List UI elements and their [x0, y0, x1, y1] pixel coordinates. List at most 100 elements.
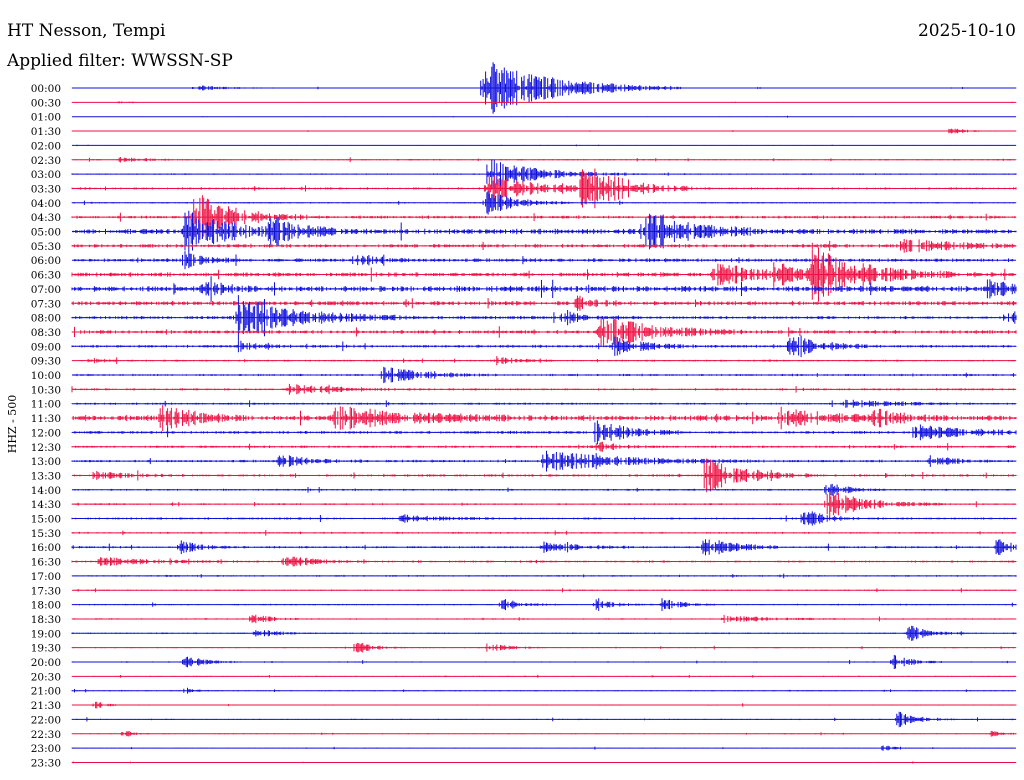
- seismic-trace-1600: [71, 539, 1017, 556]
- time-tick-label: 15:00: [31, 514, 61, 526]
- time-tick-label: 17:30: [31, 585, 61, 597]
- time-tick-label: 18:30: [31, 614, 61, 626]
- time-tick-label: 10:00: [31, 370, 61, 382]
- seismic-trace-2300: [71, 745, 1016, 751]
- filter-label: Applied filter: WWSSN-SP: [6, 51, 233, 71]
- time-tick-label: 04:30: [31, 212, 61, 224]
- channel-axis-label: HHZ - 500: [6, 395, 19, 454]
- time-tick-label: 21:30: [31, 700, 61, 712]
- seismic-trace-0930: [71, 356, 1017, 366]
- seismic-trace-1030: [71, 383, 1017, 395]
- seismic-trace-1430: [71, 490, 1017, 518]
- seismic-trace-1000: [72, 366, 1017, 384]
- time-tick-label: 08:00: [31, 313, 61, 325]
- seismic-trace-1730: [71, 588, 1017, 593]
- time-tick-label: 14:30: [31, 499, 61, 511]
- trace-group: [71, 62, 1017, 764]
- seismic-trace-0330: [71, 168, 1017, 209]
- seismic-trace-1700: [71, 573, 1017, 579]
- seismic-trace-0530: [71, 239, 1017, 253]
- time-tick-labels: 00:00 00:30 01:00 01:30 02:00 02:30 03:00 03:30…: [31, 83, 61, 769]
- seismic-trace-1830: [71, 614, 1017, 624]
- time-tick-label: 16:00: [31, 542, 61, 554]
- seismic-trace-2000: [71, 655, 1016, 669]
- seismic-trace-2100: [71, 687, 1017, 694]
- seismic-trace-1100: [71, 399, 1017, 408]
- seismic-trace-0300: [71, 159, 1017, 189]
- time-tick-label: 12:00: [31, 427, 61, 439]
- time-tick-label: 15:30: [31, 528, 61, 540]
- time-tick-label: 19:00: [31, 628, 61, 640]
- seismic-trace-0030: [71, 101, 1017, 104]
- seismic-trace-0900: [71, 335, 1017, 358]
- time-tick-label: 09:00: [31, 341, 61, 353]
- time-tick-label: 07:30: [31, 298, 61, 310]
- seismic-trace-1230: [71, 441, 1017, 452]
- station-title: HT Nesson, Tempi: [7, 21, 166, 41]
- time-tick-label: 21:00: [31, 686, 61, 698]
- time-tick-label: 13:00: [31, 456, 61, 468]
- seismic-trace-0130: [71, 128, 1017, 134]
- time-tick-label: 08:30: [31, 327, 61, 339]
- time-tick-label: 01:30: [31, 126, 61, 138]
- time-tick-label: 09:30: [31, 356, 61, 368]
- seismic-trace-1130: [71, 405, 1017, 431]
- time-tick-label: 17:00: [31, 571, 61, 583]
- time-tick-label: 02:00: [31, 140, 61, 152]
- seismic-trace-0400: [71, 191, 1017, 215]
- seismic-trace-0600: [71, 251, 1017, 270]
- time-tick-label: 06:00: [31, 255, 61, 267]
- seismic-trace-1630: [71, 556, 1017, 567]
- seismic-trace-0500: [72, 210, 1017, 253]
- seismic-trace-2130: [71, 701, 1017, 709]
- seismic-trace-2230: [71, 730, 1017, 737]
- time-tick-label: 00:30: [31, 97, 61, 109]
- seismic-trace-1500: [71, 511, 1017, 526]
- time-tick-label: 18:00: [31, 600, 61, 612]
- time-tick-label: 22:30: [31, 729, 61, 741]
- time-tick-label: 05:00: [31, 227, 61, 239]
- time-tick-label: 04:00: [31, 198, 61, 210]
- time-tick-label: 14:00: [31, 485, 61, 497]
- time-tick-label: 23:30: [31, 757, 61, 769]
- time-tick-label: 16:30: [31, 557, 61, 569]
- seismic-trace-1900: [71, 625, 1017, 641]
- seismic-trace-1400: [71, 483, 1016, 496]
- seismic-trace-2200: [71, 711, 1017, 728]
- time-tick-label: 19:30: [31, 643, 61, 655]
- time-tick-label: 23:00: [31, 743, 61, 755]
- plot-date: 2025-10-10: [918, 21, 1016, 41]
- time-tick-label: 11:30: [31, 413, 61, 425]
- time-tick-label: 03:30: [31, 183, 61, 195]
- time-tick-label: 10:30: [31, 384, 61, 396]
- seismic-trace-0230: [71, 157, 1017, 163]
- time-tick-label: 11:00: [31, 399, 61, 411]
- seismic-trace-0000: [71, 62, 1017, 114]
- seismic-trace-0700: [71, 276, 1017, 302]
- time-tick-label: 13:30: [31, 470, 61, 482]
- seismic-trace-0200: [72, 144, 1017, 147]
- time-tick-label: 00:00: [31, 83, 61, 95]
- seismic-trace-0630: [71, 247, 1017, 302]
- seismic-trace-1330: [71, 458, 1017, 493]
- time-tick-label: 07:00: [31, 284, 61, 296]
- time-tick-label: 22:00: [31, 714, 61, 726]
- seismic-trace-0430: [71, 195, 1017, 239]
- time-tick-label: 12:30: [31, 442, 61, 454]
- time-tick-label: 20:30: [31, 671, 61, 683]
- seismic-trace-1930: [71, 642, 1017, 653]
- seismic-trace-1530: [71, 530, 1017, 536]
- time-tick-label: 03:00: [31, 169, 61, 181]
- seismic-trace-1300: [71, 450, 1017, 472]
- seismic-trace-2030: [71, 674, 1017, 678]
- seismic-trace-0100: [71, 115, 1017, 118]
- seismic-trace-2330: [71, 761, 1017, 764]
- time-tick-label: 02:30: [31, 155, 61, 167]
- time-tick-label: 01:00: [31, 112, 61, 124]
- time-tick-label: 05:30: [31, 241, 61, 253]
- seismic-trace-0730: [71, 295, 1017, 311]
- seismic-trace-0830: [71, 316, 1017, 348]
- time-tick-label: 06:30: [31, 270, 61, 282]
- time-tick-label: 20:00: [31, 657, 61, 669]
